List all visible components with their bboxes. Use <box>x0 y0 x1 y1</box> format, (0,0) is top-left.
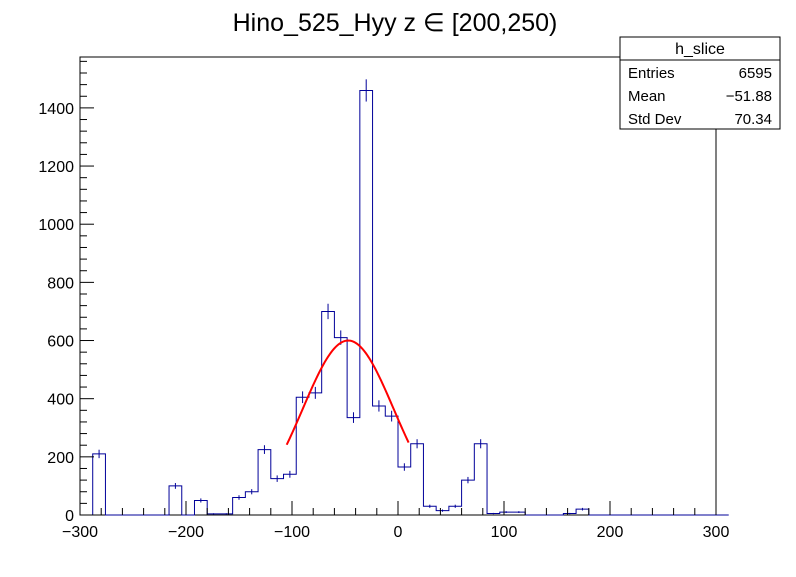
stats-stddev-label: Std Dev <box>628 111 682 128</box>
stats-box-title: h_slice <box>675 41 725 58</box>
histogram-outline <box>92 89 729 516</box>
x-tick-label: 0 <box>394 524 403 541</box>
x-tick-label: −200 <box>168 524 204 541</box>
stats-stddev-value: 70.34 <box>734 111 772 128</box>
histogram-bars <box>92 79 729 516</box>
y-tick-label: 800 <box>47 275 74 292</box>
x-tick-label: 200 <box>597 524 624 541</box>
stats-entries-value: 6595 <box>739 65 772 82</box>
x-tick-label: 100 <box>491 524 518 541</box>
stats-entries-label: Entries <box>628 65 675 82</box>
y-axis: 0 200 400 600 800 1000 1200 1400 <box>38 60 94 525</box>
x-axis: −300 −200 −100 0 100 200 300 <box>62 501 729 541</box>
y-tick-label: 1200 <box>38 159 74 176</box>
y-tick-label: 1400 <box>38 101 74 118</box>
fit-curve <box>285 339 410 446</box>
chart-title: Hino_525_Hyy z ∈ [200,250) <box>233 9 558 37</box>
stats-mean-value: −51.88 <box>726 88 772 105</box>
x-tick-label: −300 <box>62 524 98 541</box>
stats-box-frame <box>619 36 781 130</box>
stats-mean-label: Mean <box>628 88 666 105</box>
stats-box: h_slice Entries 6595 Mean −51.88 Std Dev… <box>619 36 781 130</box>
y-tick-label: 600 <box>47 334 74 351</box>
fit-curve-group <box>285 339 410 446</box>
x-tick-label: −100 <box>274 524 310 541</box>
y-tick-label: 400 <box>47 392 74 409</box>
x-tick-label: 300 <box>703 524 730 541</box>
y-tick-label: 1000 <box>38 217 74 234</box>
y-tick-label: 0 <box>65 508 74 525</box>
y-tick-label: 200 <box>47 450 74 467</box>
